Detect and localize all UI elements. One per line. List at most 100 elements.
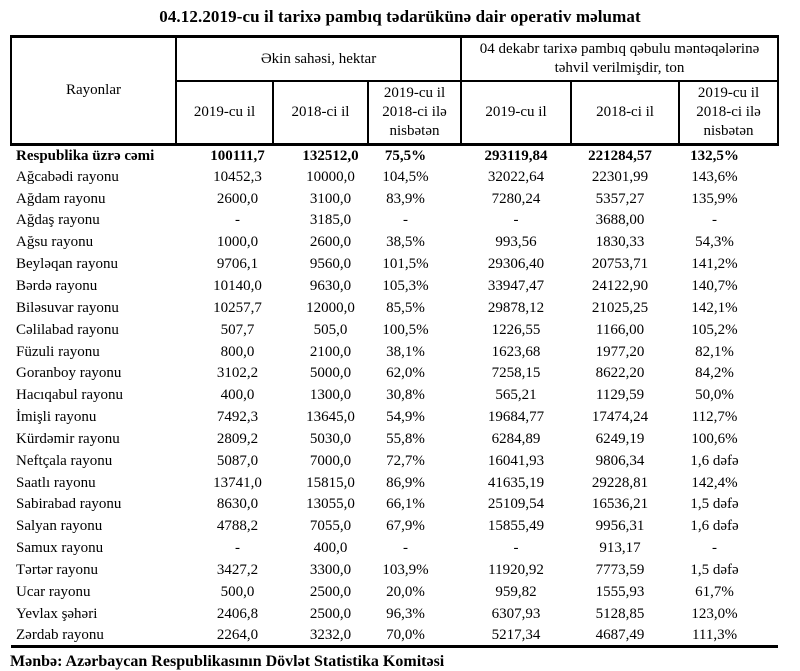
row-label: Biləsuvar rayonu [16, 299, 119, 316]
row-value: 10257,7 [213, 299, 262, 316]
row-value: 1,6 dəfə [690, 452, 739, 469]
row-value: 96,3% [386, 605, 425, 622]
row-value: 6307,93 [491, 605, 541, 622]
row-label: Yevlax şəhəri [16, 605, 98, 622]
row-value: 7280,24 [491, 190, 541, 207]
row-value: - [513, 212, 519, 229]
group-header-row: Rayonlar Əkin sahəsi, hektar 04 dekabr t… [10, 35, 780, 146]
row-value: 135,9% [691, 190, 738, 207]
row-value: 1129,59 [595, 387, 645, 404]
row-value: 101,5% [382, 256, 429, 273]
row-label: Goranboy rayonu [16, 365, 122, 382]
table-row: Goranboy rayonu 3102,2 5000,0 62,0% 7258,15 8… [11, 363, 778, 385]
row-value: 13645,0 [306, 409, 355, 426]
row-value: - [712, 212, 718, 229]
row-value: 13055,0 [306, 496, 355, 513]
row-value: 132,5% [690, 147, 739, 164]
row-value: 15815,0 [306, 474, 355, 491]
row-value: 1623,68 [491, 343, 541, 360]
row-value: 29228,81 [591, 474, 649, 491]
row-label: Ağsu rayonu [16, 234, 94, 251]
row-label: Füzuli rayonu [16, 343, 100, 360]
row-value: 1226,55 [491, 321, 541, 338]
row-label: Tərtər rayonu [16, 561, 99, 578]
row-value: 8622,20 [595, 365, 645, 382]
row-label: Bərdə rayonu [16, 277, 98, 294]
row-value: 72,7% [386, 452, 425, 469]
table-row: Bərdə rayonu 10140,0 9630,0 105,3% 33947,47 2… [11, 276, 778, 298]
row-value: 3185,0 [309, 212, 352, 229]
row-value: 50,0% [695, 387, 734, 404]
row-value: 1300,0 [309, 387, 352, 404]
row-value: 85,5% [386, 299, 425, 316]
row-value: 38,5% [386, 234, 425, 251]
row-value: 1,6 dəfə [690, 518, 739, 535]
row-value: - [235, 540, 240, 557]
row-value: 5357,27 [595, 190, 645, 207]
table-body: Respublika üzrə cəmi 100111,7 132512,0 75,5… [11, 145, 778, 647]
row-label: Cəlilabad rayonu [16, 321, 119, 338]
row-value: 30,8% [386, 387, 425, 404]
row-value: 2600,0 [216, 190, 259, 207]
row-value: 3300,0 [309, 561, 352, 578]
row-value: 10000,0 [306, 168, 355, 185]
row-value: 8630,0 [216, 496, 259, 513]
row-value: 2809,2 [216, 430, 259, 447]
sub-header-tons-ratio: 2019-cu il 2018-ci ilə nisbətən [678, 80, 780, 146]
row-label: Ağdam rayonu [16, 190, 106, 207]
row-value: 5000,0 [309, 365, 352, 382]
row-value: 959,82 [495, 583, 537, 600]
row-label: Respublika üzrə cəmi [16, 147, 155, 164]
row-value: 32022,64 [487, 168, 545, 185]
row-value: 221284,57 [588, 147, 652, 164]
row-value: 22301,99 [591, 168, 649, 185]
row-value: 9806,34 [595, 452, 645, 469]
table-row: Tərtər rayonu 3427,2 3300,0 103,9% 11920,92 7… [11, 560, 778, 582]
row-value: 9560,0 [309, 256, 352, 273]
row-value: 2406,8 [216, 605, 259, 622]
row-value: 86,9% [386, 474, 425, 491]
row-value: - [403, 212, 408, 229]
row-value: 7773,59 [595, 561, 645, 578]
group-header-delivered-tons: 04 dekabr tarixə pambıq qəbulu məntəqələ… [460, 35, 780, 82]
row-value: 2500,0 [309, 605, 352, 622]
table-row: İmişli rayonu 7492,3 13645,0 54,9% 19684,77 1… [11, 407, 778, 429]
row-value: 293119,84 [484, 147, 548, 164]
row-value: 6249,19 [595, 430, 645, 447]
row-value: 7258,15 [491, 365, 541, 382]
row-value: 1977,20 [595, 343, 645, 360]
row-value: 100,6% [691, 430, 738, 447]
row-value: 3427,2 [216, 561, 259, 578]
row-value: 143,6% [691, 168, 738, 185]
table-row: Saatlı rayonu 13741,0 15815,0 86,9% 41635,19… [11, 472, 778, 494]
row-value: 142,1% [691, 299, 738, 316]
table-row: Zərdab rayonu 2264,0 3232,0 70,0% 5217,34 468… [11, 625, 778, 647]
sub-header-tons-2019: 2019-cu il [460, 80, 573, 146]
table-row: Ağdam rayonu 2600,0 3100,0 83,9% 7280,24 5357… [11, 188, 778, 210]
row-value: 3688,00 [595, 212, 645, 229]
row-value: 20753,71 [591, 256, 649, 273]
row-value: 33947,47 [487, 277, 545, 294]
row-value: 800,0 [220, 343, 255, 360]
row-value: 140,7% [691, 277, 738, 294]
row-label: Ağdaş rayonu [16, 212, 100, 229]
row-value: - [712, 540, 718, 557]
row-value: 7000,0 [309, 452, 352, 469]
row-value: 507,7 [220, 321, 255, 338]
row-value: 993,56 [495, 234, 537, 251]
table-row: Ucar rayonu 500,0 2500,0 20,0% 959,82 1555,93… [11, 581, 778, 603]
row-value: 2264,0 [216, 626, 259, 643]
row-value: 4687,49 [595, 626, 645, 643]
table-row: Ağcabədi rayonu 10452,3 10000,0 104,5% 32022… [11, 166, 778, 188]
row-value: 7492,3 [216, 409, 259, 426]
table-row: Neftçala rayonu 5087,0 7000,0 72,7% 16041,93… [11, 450, 778, 472]
row-value: 10140,0 [213, 277, 262, 294]
row-value: 3100,0 [309, 190, 352, 207]
row-label: Samux rayonu [16, 540, 104, 557]
row-label: Ağcabədi rayonu [16, 168, 119, 185]
row-value: 1555,93 [595, 583, 645, 600]
table-row: Cəlilabad rayonu 507,7 505,0 100,5% 1226,55 1… [11, 319, 778, 341]
row-label: İmişli rayonu [16, 409, 97, 426]
row-value: 132512,0 [302, 147, 359, 164]
row-value: 5030,0 [309, 430, 352, 447]
